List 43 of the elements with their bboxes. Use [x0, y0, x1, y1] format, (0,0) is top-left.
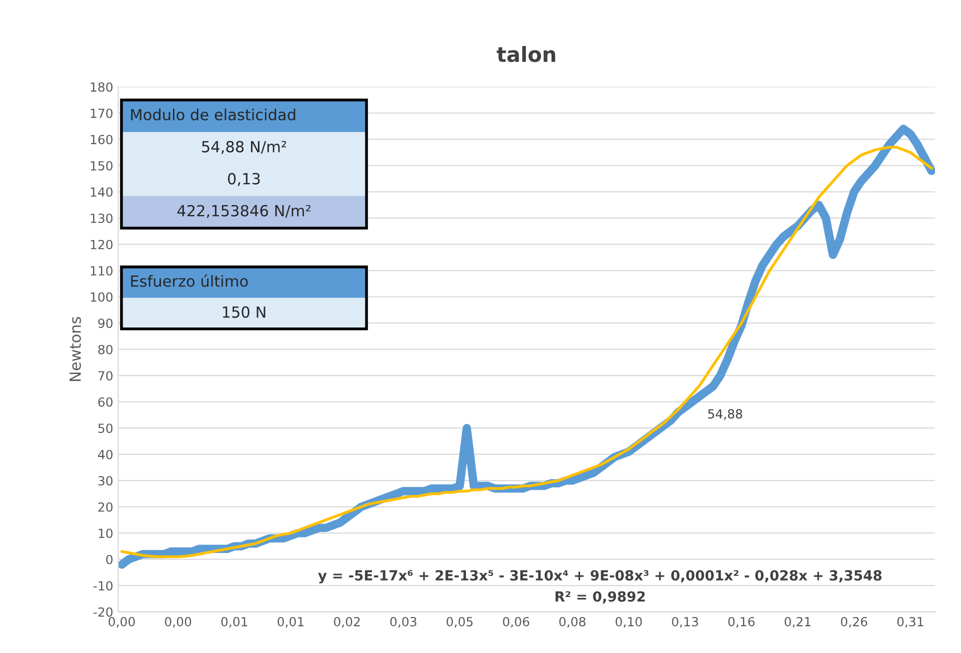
- y-tick-label: 20: [98, 502, 113, 512]
- y-tick-label: 100: [90, 292, 113, 302]
- y-tick-label: 50: [98, 424, 113, 434]
- y-tick-label: 10: [98, 528, 113, 538]
- y-tick-label: 130: [90, 214, 113, 224]
- x-tick-label: 0,05: [446, 616, 473, 628]
- y-tick-label: 80: [98, 344, 113, 354]
- x-tick-label: 0,00: [108, 616, 135, 628]
- chart-title: talon: [496, 46, 556, 62]
- y-tick-label: 160: [90, 134, 113, 144]
- x-tick-label: 0,00: [164, 616, 192, 628]
- y-tick-label: -20: [94, 607, 113, 617]
- x-tick-label: 0,13: [672, 616, 698, 628]
- y-tick-label: 170: [90, 108, 113, 118]
- y-tick-label: 140: [90, 187, 113, 197]
- y-tick-label: 0: [106, 554, 113, 564]
- annotation: 54,88: [708, 409, 742, 420]
- x-tick-label: 0,01: [221, 616, 248, 628]
- annotation: Esfuerzo último: [131, 274, 248, 287]
- x-tick-label: 0,10: [616, 616, 642, 628]
- y-tick-label: 70: [98, 371, 113, 381]
- x-tick-label: 0,02: [334, 616, 360, 628]
- y-tick-label: 90: [98, 318, 113, 328]
- x-tick-label: 0,06: [502, 616, 530, 628]
- y-tick-label: 30: [98, 476, 113, 486]
- x-tick-label: 0,03: [390, 616, 416, 628]
- annotation: y = -5E-17x⁶ + 2E-13x⁵ - 3E-10x⁴ + 9E-08x³ + 0,0001x² - 0,028x + 3,3548: [318, 570, 882, 584]
- x-tick-label: 0,08: [559, 616, 586, 628]
- x-tick-label: 0,31: [897, 616, 924, 628]
- y-tick-label: 180: [90, 82, 113, 92]
- x-tick-label: 0,16: [728, 616, 755, 628]
- x-tick-label: 0,01: [278, 616, 304, 628]
- x-tick-label: 0,21: [784, 616, 810, 628]
- annotation: 150 N: [222, 306, 266, 318]
- x-tick-label: 0,26: [840, 616, 868, 628]
- y-tick-label: 120: [90, 240, 113, 250]
- y-tick-label: 110: [90, 266, 113, 276]
- y-tick-label: 60: [98, 397, 113, 407]
- annotation: R² = 0,9892: [556, 591, 645, 604]
- y-tick-label: 40: [98, 450, 113, 460]
- y-axis-title: Newtons: [70, 316, 81, 382]
- y-tick-label: 150: [90, 161, 113, 171]
- y-tick-label: -10: [94, 581, 113, 591]
